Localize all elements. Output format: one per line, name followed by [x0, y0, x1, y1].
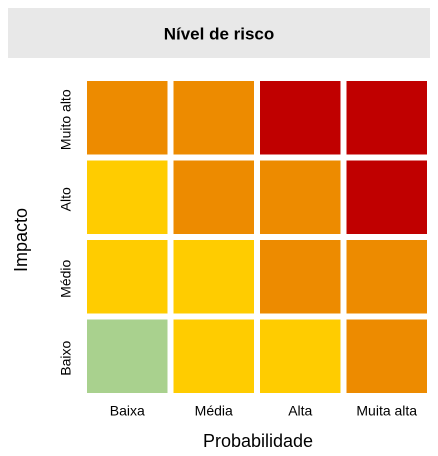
title-bar	[8, 8, 430, 58]
column-label: Muita alta	[356, 403, 417, 419]
column-label: Média	[195, 403, 233, 419]
row-label: Baixo	[58, 341, 74, 376]
risk-cell	[87, 81, 168, 155]
y-axis-label: Impacto	[11, 208, 31, 272]
risk-cell	[346, 160, 427, 234]
column-label: Alta	[288, 403, 312, 419]
x-axis-label: Probabilidade	[203, 431, 313, 451]
risk-cell	[173, 81, 254, 155]
column-label: Baixa	[110, 403, 145, 419]
row-label: Muito alto	[58, 89, 74, 150]
risk-cell	[87, 160, 168, 234]
row-label: Alto	[58, 187, 74, 211]
risk-cell	[173, 160, 254, 234]
risk-cell	[346, 240, 427, 314]
risk-cell	[87, 240, 168, 314]
row-label: Médio	[58, 259, 74, 297]
risk-cell	[260, 81, 341, 155]
risk-cell	[260, 240, 341, 314]
title: Nível de risco	[164, 24, 275, 43]
risk-cell	[346, 81, 427, 155]
risk-cell	[87, 319, 168, 393]
risk-cell	[260, 319, 341, 393]
risk-cell	[173, 240, 254, 314]
risk-cell	[260, 160, 341, 234]
risk-cell	[346, 319, 427, 393]
risk-cell	[173, 319, 254, 393]
